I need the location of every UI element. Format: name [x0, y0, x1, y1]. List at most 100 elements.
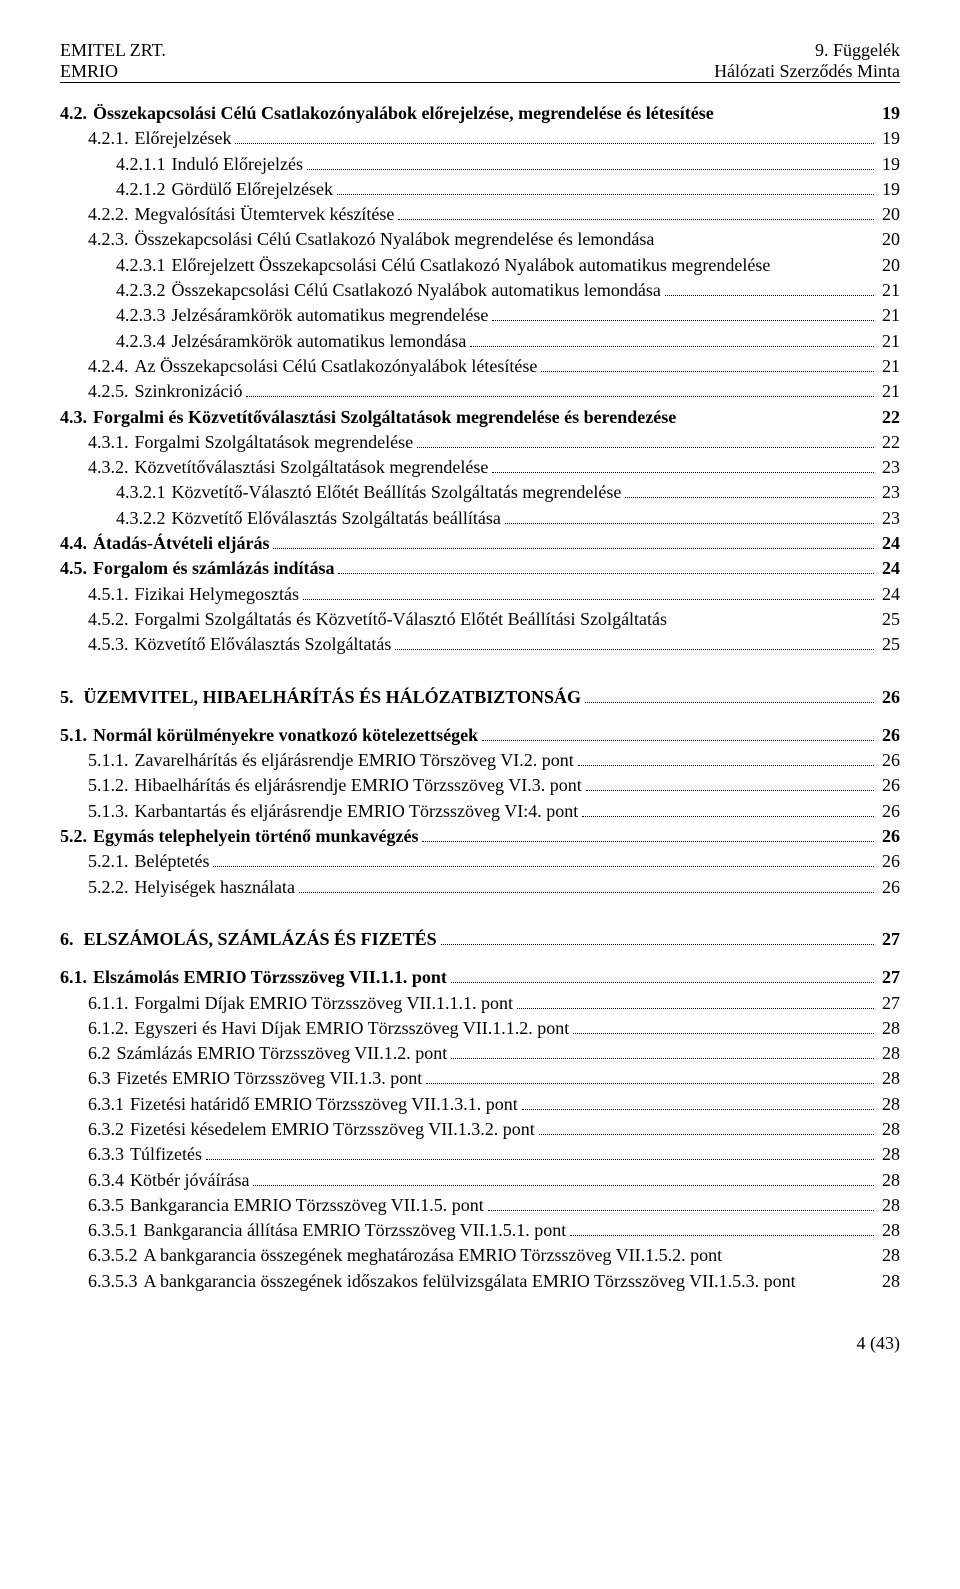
toc-label: Közvetítő Előválasztás Szolgáltatás beál… — [172, 506, 501, 530]
toc-entry: 4.2.2.Megvalósítási Ütemtervek készítése… — [60, 202, 900, 226]
toc-label: Elszámolás EMRIO Törzsszöveg VII.1.1. po… — [93, 965, 447, 989]
toc-page: 19 — [878, 101, 900, 125]
toc-page: 26 — [878, 773, 900, 797]
toc-entry: 4.2.3.2Összekapcsolási Célú Csatlakozó N… — [60, 278, 900, 302]
toc-page: 28 — [878, 1016, 900, 1040]
toc-entry: 6.3.5.1Bankgarancia állítása EMRIO Törzs… — [60, 1218, 900, 1242]
toc-entry: 5.1.3.Karbantartás és eljárásrendje EMRI… — [60, 799, 900, 823]
toc-entry: 4.2.4.Az Összekapcsolási Célú Csatlakozó… — [60, 354, 900, 378]
leader-dots — [665, 295, 874, 296]
header-left: EMITEL ZRT. EMRIO — [60, 40, 166, 82]
toc-entry: 4.2.3.Összekapcsolási Célú Csatlakozó Ny… — [60, 227, 900, 251]
toc-entry: 6.3.5.2A bankgarancia összegének meghatá… — [60, 1243, 900, 1267]
leader-dots — [488, 1210, 874, 1211]
toc-page: 28 — [878, 1243, 900, 1267]
toc-label: Bankgarancia állítása EMRIO Törzsszöveg … — [144, 1218, 567, 1242]
toc-num: 4.2. — [60, 101, 93, 125]
toc-num: 6.3 — [88, 1066, 117, 1090]
toc-label: Összekapcsolási Célú Csatlakozó Nyalábok… — [172, 278, 661, 302]
toc-label: Fizikai Helymegosztás — [135, 582, 299, 606]
page-header: EMITEL ZRT. EMRIO 9. Függelék Hálózati S… — [60, 40, 900, 83]
toc-label: Egyszeri és Havi Díjak EMRIO Törzsszöveg… — [135, 1016, 570, 1040]
toc-num: 4.4. — [60, 531, 93, 555]
toc-label: Számlázás EMRIO Törzsszöveg VII.1.2. pon… — [117, 1041, 448, 1065]
toc-num: 4.2.5. — [88, 379, 135, 403]
toc-num: 4.5. — [60, 556, 93, 580]
toc-num: 6.3.5.2 — [88, 1243, 144, 1267]
toc-page: 24 — [878, 531, 900, 555]
toc-label: Közvetítő Előválasztás Szolgáltatás — [135, 632, 392, 656]
leader-dots — [303, 599, 874, 600]
toc-num: 6.3.5 — [88, 1193, 130, 1217]
toc-entry: 6.3.1Fizetési határidő EMRIO Törzsszöveg… — [60, 1092, 900, 1116]
leader-dots — [539, 1134, 874, 1135]
toc-entry: 4.3.2.Közvetítőválasztási Szolgáltatások… — [60, 455, 900, 479]
leader-dots — [441, 944, 874, 945]
toc-num: 4.2.2. — [88, 202, 135, 226]
toc-num: 5.1. — [60, 723, 93, 747]
toc-entry: 4.2.Összekapcsolási Célú Csatlakozónyalá… — [60, 101, 900, 125]
leader-dots — [451, 982, 874, 983]
toc-page: 23 — [878, 480, 900, 504]
toc-entry: 5.1.Normál körülményekre vonatkozó kötel… — [60, 723, 900, 747]
toc-label: Átadás-Átvételi eljárás — [93, 531, 269, 555]
section-num: 5. — [60, 685, 84, 709]
toc-page: 27 — [878, 965, 900, 989]
toc-num: 6.1. — [60, 965, 93, 989]
toc-page: 25 — [878, 607, 900, 631]
leader-dots — [338, 573, 874, 574]
leader-dots — [505, 523, 874, 524]
toc-entry: 4.2.3.3Jelzésáramkörök automatikus megre… — [60, 303, 900, 327]
toc-label: Forgalom és számlázás indítása — [93, 556, 334, 580]
toc-page: 22 — [878, 405, 900, 429]
toc-entry: 4.4.Átadás-Átvételi eljárás 24 — [60, 531, 900, 555]
leader-dots — [586, 790, 874, 791]
section-6-heading: 6. ELSZÁMOLÁS, SZÁMLÁZÁS ÉS FIZETÉS 27 — [60, 927, 900, 951]
leader-dots — [522, 1109, 874, 1110]
toc-num: 4.5.2. — [88, 607, 135, 631]
toc-num: 5.1.1. — [88, 748, 135, 772]
toc-entry: 4.2.1.Előrejelzések19 — [60, 126, 900, 150]
toc-label: Jelzésáramkörök automatikus lemondása — [172, 329, 467, 353]
toc-label: Forgalmi és Közvetítőválasztási Szolgált… — [93, 405, 676, 429]
toc-block-4: 4.2.Összekapcsolási Célú Csatlakozónyalá… — [60, 101, 900, 657]
toc-label: Forgalmi Szolgáltatások megrendelése — [135, 430, 414, 454]
leader-dots — [492, 472, 874, 473]
toc-num: 5.2.2. — [88, 875, 135, 899]
toc-num: 6.3.4 — [88, 1168, 130, 1192]
toc-num: 6.3.1 — [88, 1092, 130, 1116]
toc-page: 20 — [878, 227, 900, 251]
toc-page: 24 — [878, 556, 900, 580]
toc-num: 6.1.1. — [88, 991, 135, 1015]
toc-page: 21 — [878, 379, 900, 403]
toc-num: 6.3.5.1 — [88, 1218, 144, 1242]
toc-entry: 5.2.1.Beléptetés26 — [60, 849, 900, 873]
toc-num: 4.3.2.1 — [116, 480, 172, 504]
toc-entry: 6.1.2.Egyszeri és Havi Díjak EMRIO Törzs… — [60, 1016, 900, 1040]
toc-label: Normál körülményekre vonatkozó kötelezet… — [93, 723, 478, 747]
toc-entry: 4.5.1.Fizikai Helymegosztás24 — [60, 582, 900, 606]
toc-label: Karbantartás és eljárásrendje EMRIO Törz… — [135, 799, 579, 823]
toc-entry: 5.2.Egymás telephelyein történő munkavég… — [60, 824, 900, 848]
toc-page: 23 — [878, 506, 900, 530]
leader-dots — [213, 866, 874, 867]
toc-num: 4.2.3.2 — [116, 278, 172, 302]
section-label: ELSZÁMOLÁS, SZÁMLÁZÁS ÉS FIZETÉS — [84, 927, 437, 951]
section-num: 6. — [60, 927, 84, 951]
toc-page: 28 — [878, 1066, 900, 1090]
leader-dots — [253, 1185, 874, 1186]
toc-label: Fizetés EMRIO Törzsszöveg VII.1.3. pont — [117, 1066, 423, 1090]
toc-num: 5.1.3. — [88, 799, 135, 823]
toc-page: 21 — [878, 278, 900, 302]
toc-page: 19 — [878, 152, 900, 176]
toc-label: Előrejelzések — [135, 126, 232, 150]
toc-num: 4.5.1. — [88, 582, 135, 606]
toc-page: 20 — [878, 253, 900, 277]
toc-page: 26 — [878, 799, 900, 823]
section-page: 27 — [878, 927, 900, 951]
leader-dots — [625, 497, 874, 498]
leader-dots — [517, 1008, 874, 1009]
toc-label: Közvetítőválasztási Szolgáltatások megre… — [135, 455, 489, 479]
toc-entry: 6.3.3Túlfizetés28 — [60, 1142, 900, 1166]
section-page: 26 — [878, 685, 900, 709]
